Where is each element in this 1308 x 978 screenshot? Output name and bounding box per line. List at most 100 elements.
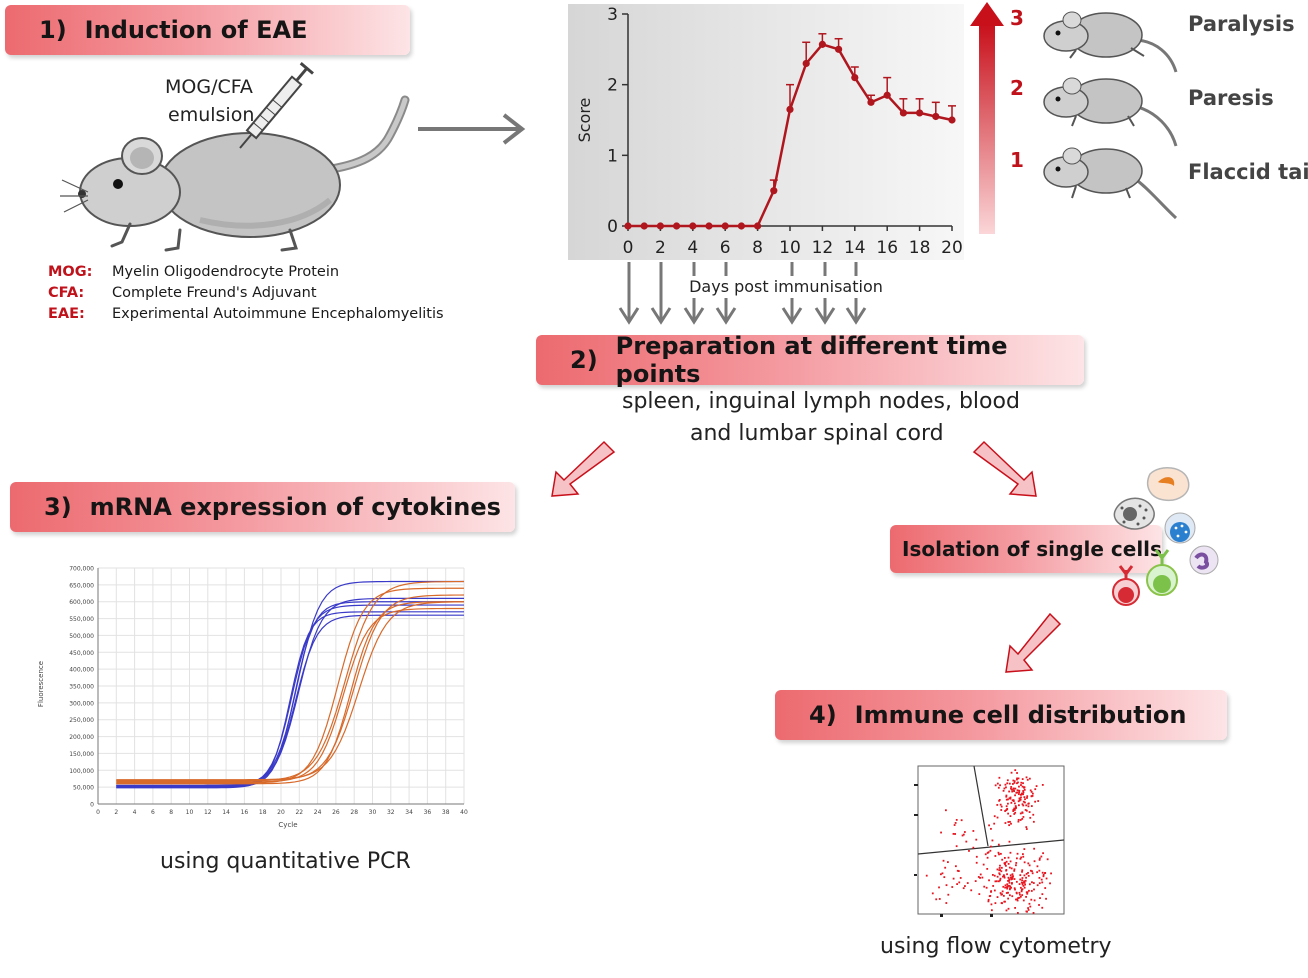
flow-event-dot [1019,819,1022,821]
flow-event-dot [1005,860,1008,863]
flow-event-dot [1002,789,1005,792]
flow-event-dot [1020,856,1023,859]
flow-event-dot [1012,799,1015,802]
flow-event-dot [1017,820,1020,823]
flow-event-dot [984,853,987,856]
flow-event-dot [979,876,981,879]
flow-event-dot [1009,851,1012,854]
flow-event-dot [1015,880,1018,883]
flow-event-dot [1027,909,1030,911]
chart-x-tick-label: 40 [460,809,468,816]
severity-scale-arrow [970,2,1004,234]
flow-event-dot [1005,869,1007,872]
chart-series-line [116,614,465,787]
flow-event-dot [994,880,997,883]
flow-event-dot [952,832,955,835]
flow-event-dot [1008,790,1011,793]
flow-event-dot [1021,883,1024,886]
chart-x-tick-label: 10 [186,809,194,816]
flow-event-dot [999,852,1002,855]
chart-x-tick-label: 30 [369,809,377,816]
flow-event-dot [1021,869,1024,872]
chart-y-tick-label: 0 [90,802,94,809]
flow-event-dot [1002,894,1005,897]
flow-event-dot [1012,800,1015,802]
flow-event-dot [1030,795,1033,798]
flow-event-dot [1030,790,1033,793]
chart-data-point [835,45,843,53]
flow-event-dot [972,830,975,832]
mouse-paresis-icon [1043,77,1178,147]
flow-event-dot [956,883,959,885]
injection-label-line1: MOG/CFA [165,76,253,98]
flow-event-dot [1016,789,1019,792]
severity-label-paresis: Paresis [1188,86,1274,110]
flow-event-dot [998,799,1001,802]
flow-event-dot [994,855,997,857]
flow-event-dot [945,902,948,904]
flow-event-dot [1027,907,1030,909]
chart-data-point [689,222,697,230]
chart-x-tick-label: 24 [314,809,322,816]
flow-event-dot [1026,795,1029,798]
flow-event-dot [1045,897,1047,900]
flow-event-dot [1022,884,1025,887]
flow-event-dot [1025,873,1028,875]
flow-event-dot [956,869,959,872]
arrow-down-left-icon [551,440,616,497]
qpcr-amplification-chart: 0 50,000 100,000 150,000 200,000 250,000 300,0… [37,566,468,830]
step3-number: 3) [44,493,72,521]
abbreviation-mog: MOG: Myelin Oligodendrocyte Protein [48,264,339,280]
flow-event-dot [997,843,1000,846]
flow-event-dot [1030,898,1033,901]
flow-event-dot [979,873,982,876]
chart-data-point [786,105,794,113]
chart-data-point [721,222,729,230]
flow-event-dot [1031,881,1033,884]
flow-event-dot [1027,871,1029,874]
chart-data-point [640,222,648,230]
flow-event-dot [1041,906,1044,909]
flow-event-dot [1019,874,1022,877]
flow-event-dot [1015,857,1018,860]
flow-event-dot [1019,895,1022,898]
flow-event-dot [999,864,1001,867]
flow-event-dot [1000,805,1003,808]
flow-event-dot [1034,800,1037,803]
flow-event-dot [986,856,989,859]
flow-event-dot [1016,782,1018,785]
flow-event-dot [1004,863,1006,866]
flow-event-dot [1041,881,1044,884]
flow-event-dot [1022,804,1025,807]
flow-event-dot [1002,874,1005,877]
flow-event-dot [1027,802,1030,805]
flow-event-dot [1004,900,1006,903]
flow-event-dot [1018,797,1021,800]
flow-event-dot [1041,871,1044,874]
flow-event-dot [1019,878,1022,881]
flow-event-dot [1008,884,1010,887]
chart-y-tick-label: 50,000 [73,785,94,792]
flow-event-dot [1007,907,1010,910]
chart-data-point [802,59,810,68]
flow-event-dot [1026,778,1029,781]
flow-event-dot [998,872,1001,875]
flow-event-dot [1021,811,1024,814]
flow-event-dot [974,880,977,882]
flow-event-dot [1029,905,1032,908]
chart-y-tick-label: 400,000 [69,667,94,674]
flow-event-dot [1042,875,1045,878]
flow-event-dot [1011,799,1014,802]
step1-number: 1) [39,16,67,44]
chart-x-tick-label: 2 [655,238,666,258]
flow-event-dot [1008,879,1010,882]
flow-event-dot [1012,779,1015,782]
chart-series-line [116,601,465,785]
flow-event-dot [1013,878,1016,880]
flow-event-dot [1011,878,1013,880]
flow-event-dot [1013,869,1016,872]
flow-event-dot [1004,810,1007,812]
flow-event-dot [986,867,989,870]
flow-event-dot [1046,858,1049,861]
chart-y-tick-label: 250,000 [69,717,94,724]
